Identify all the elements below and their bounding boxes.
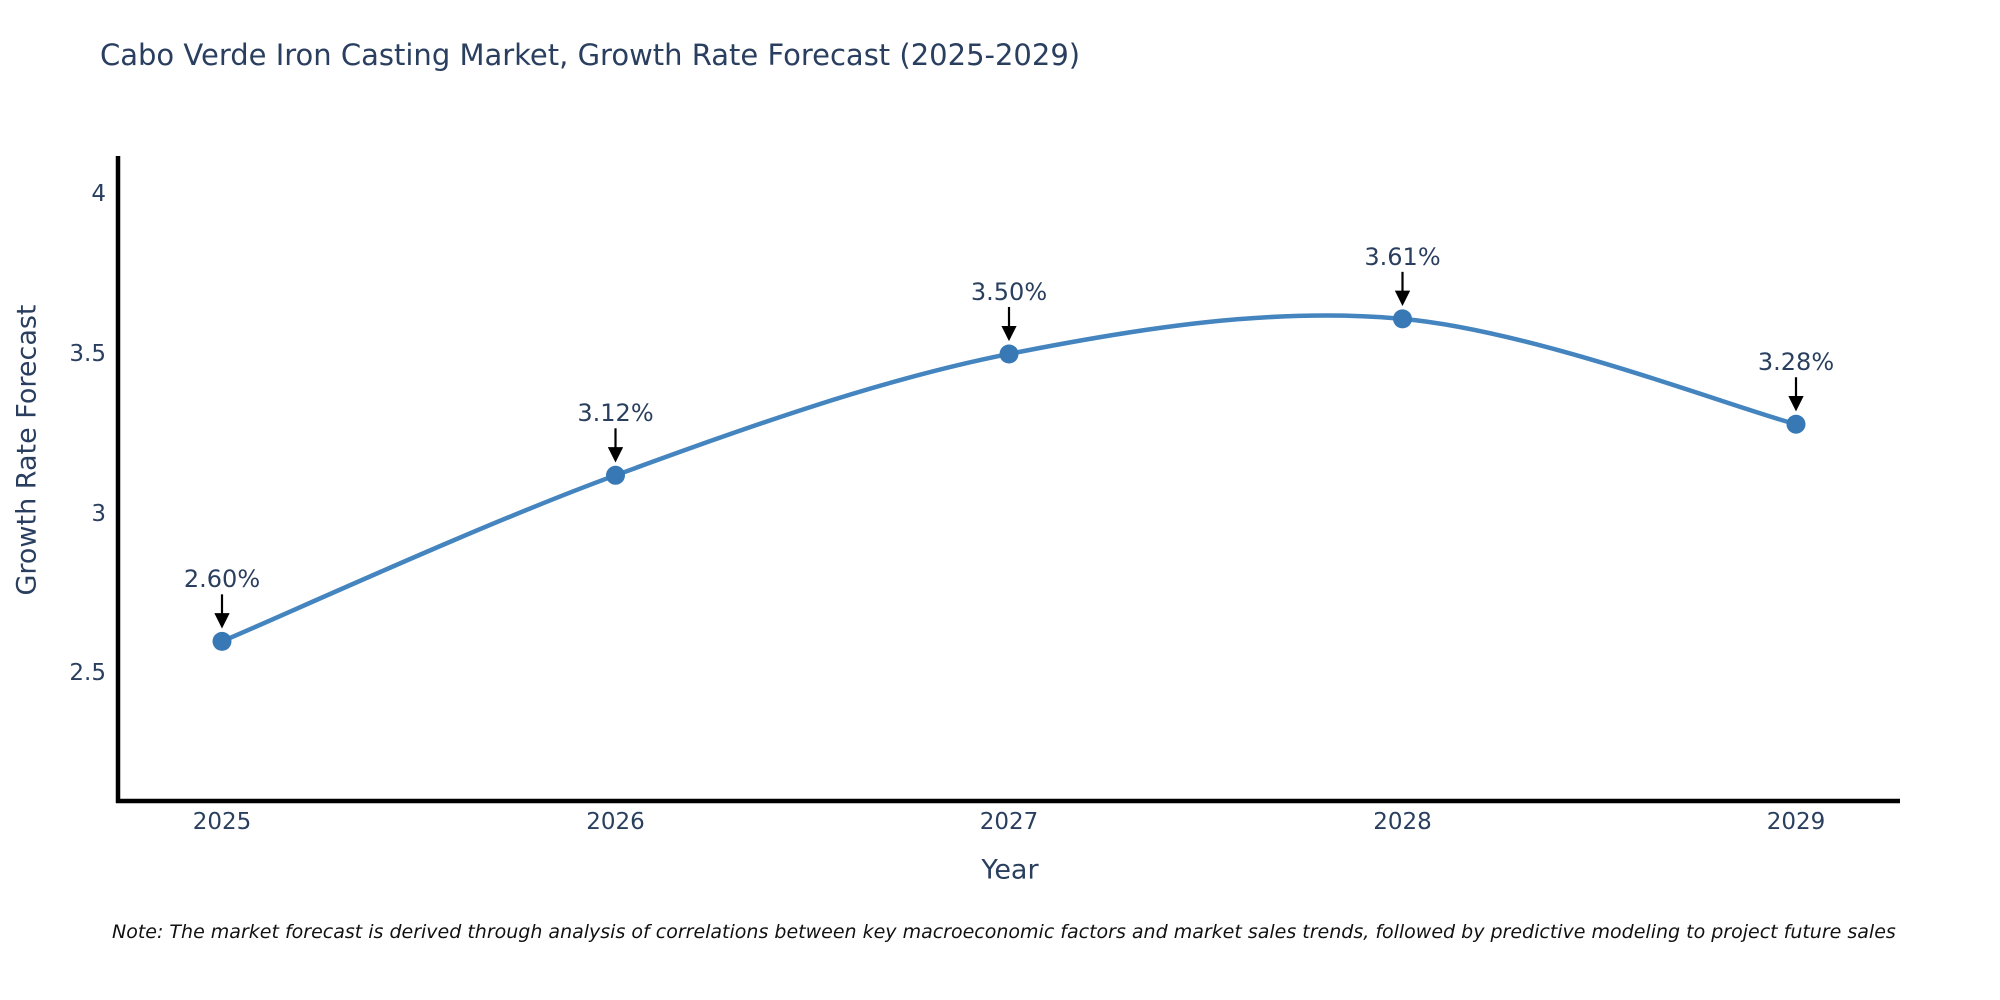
x-tick-label: 2027 <box>979 809 1039 835</box>
point-annotation: 3.61% <box>1364 242 1441 271</box>
x-tick-label: 2025 <box>192 809 252 835</box>
data-point-marker <box>1786 414 1806 434</box>
x-axis-title: Year <box>981 854 1039 886</box>
x-tick-label: 2029 <box>1766 809 1826 835</box>
data-point-marker <box>999 344 1019 364</box>
data-point-marker <box>606 465 625 485</box>
data-point-marker <box>212 631 232 651</box>
y-tick-label: 3 <box>91 500 106 527</box>
footnote: Note: The market forecast is derived thr… <box>112 921 1896 943</box>
point-annotation: 2.60% <box>183 565 261 594</box>
y-tick-label: 2.5 <box>69 660 106 687</box>
data-point-marker <box>1393 309 1412 329</box>
y-tick-label: 3.5 <box>69 340 106 367</box>
trend-line <box>221 313 1797 644</box>
point-annotation: 3.12% <box>577 399 654 428</box>
x-tick-label: 2026 <box>586 809 645 835</box>
x-tick-label: 2028 <box>1373 809 1432 835</box>
point-annotation: 3.50% <box>970 277 1048 306</box>
y-tick-label: 4 <box>91 181 106 208</box>
point-annotation: 3.28% <box>1757 348 1835 377</box>
chart-title: Cabo Verde Iron Casting Market, Growth R… <box>100 38 1081 72</box>
